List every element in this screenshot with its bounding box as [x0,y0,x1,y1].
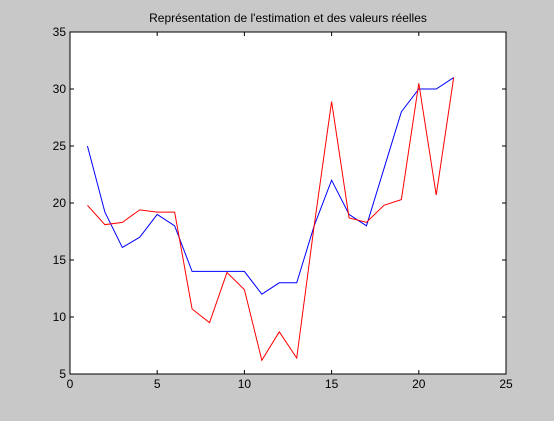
y-tick-label: 20 [53,196,67,210]
series-line-1 [86,77,454,295]
x-axis: 0 5 10 15 20 25 [67,32,513,391]
x-tick-label: 10 [238,377,252,391]
y-tick-label: 35 [53,25,67,39]
y-tick-label: 30 [53,82,67,96]
y-tick-label: 15 [53,253,67,267]
y-tick-label: 10 [53,310,67,324]
x-tick-label: 20 [412,377,426,391]
x-tick-label: 5 [154,377,161,391]
y-tick-label: 25 [53,139,67,153]
y-axis: 5 10 15 20 25 30 35 [53,25,506,381]
series-group [86,77,455,362]
chart-title: Représentation de l'estimation et des va… [149,11,427,25]
plot-area [69,31,507,375]
x-tick-label: 0 [67,377,74,391]
y-tick-label: 5 [59,367,66,381]
x-tick-label: 15 [325,377,339,391]
x-tick-label: 25 [499,377,513,391]
series-line-2 [87,77,455,362]
